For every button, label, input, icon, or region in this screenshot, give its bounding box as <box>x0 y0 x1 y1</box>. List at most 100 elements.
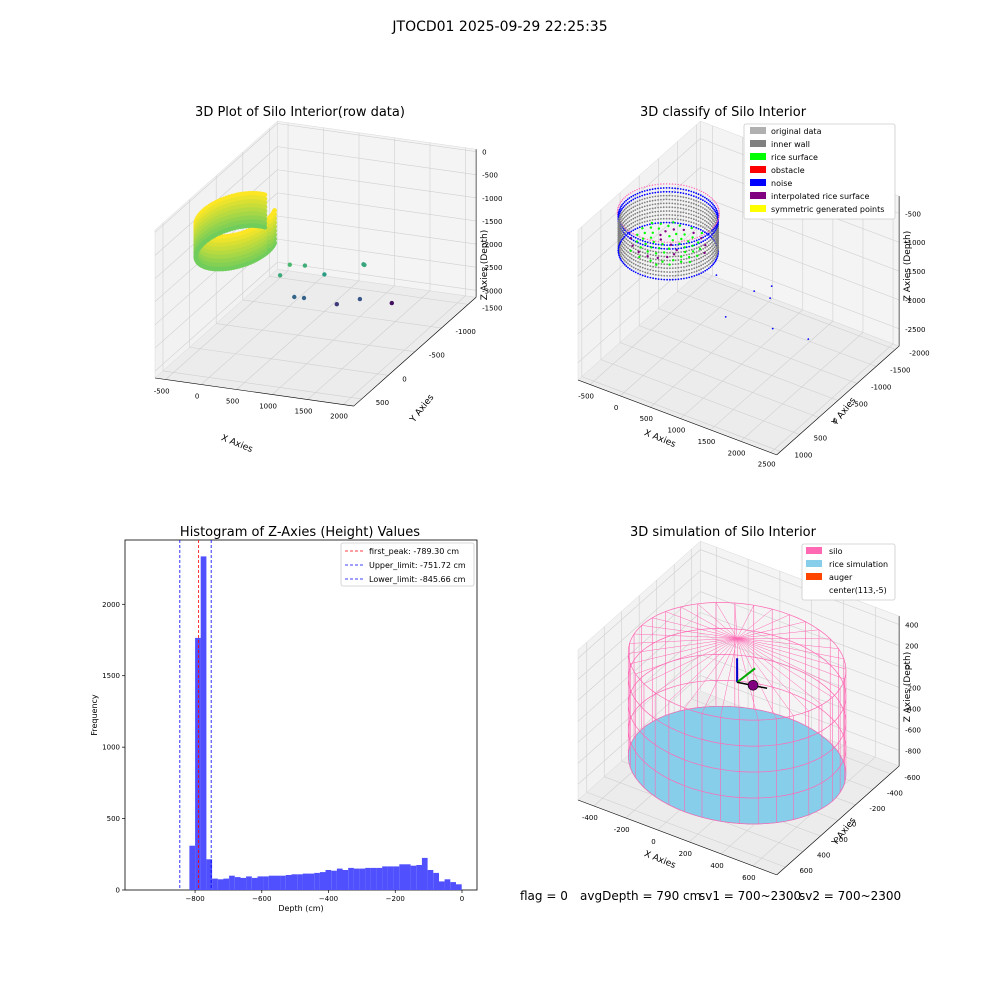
wall-point <box>663 259 666 262</box>
wall-point <box>621 238 623 241</box>
wall-point <box>660 259 663 262</box>
wall-point <box>716 221 718 223</box>
wall-point <box>695 196 698 198</box>
rice-point <box>675 232 678 236</box>
noise-point <box>715 274 718 276</box>
rice-point <box>650 246 653 249</box>
wall-point <box>657 270 660 273</box>
wall-point <box>712 218 714 221</box>
footer-flag: flag = 0 <box>520 889 568 903</box>
wall-point <box>712 236 715 239</box>
wall-point <box>638 188 641 190</box>
wall-point <box>621 223 623 226</box>
wall-point <box>639 242 642 245</box>
wall-point <box>674 255 677 258</box>
wall-point <box>704 227 706 230</box>
wall-point <box>674 267 677 269</box>
wall-point <box>634 212 637 215</box>
wall-point <box>695 266 698 269</box>
wall-point <box>712 203 714 206</box>
wall-point <box>646 268 649 271</box>
z-tick-label: 200 <box>905 642 918 650</box>
wall-point <box>685 185 688 187</box>
grid-line <box>700 654 900 730</box>
wall-point <box>624 256 626 258</box>
rice-point <box>684 250 687 254</box>
wall-point <box>641 255 644 258</box>
histogram-bar <box>336 868 343 890</box>
wall-point <box>704 219 706 222</box>
wall-point <box>630 207 633 210</box>
wall-point <box>660 214 662 217</box>
wall-point <box>712 228 715 231</box>
wall-point <box>691 186 693 189</box>
wall-point <box>262 196 268 202</box>
wall-point <box>617 248 620 250</box>
y-tick-label: 400 <box>817 852 830 860</box>
wall-point <box>679 222 682 225</box>
grid-line <box>639 325 839 401</box>
grid-line <box>154 123 278 233</box>
wall-point <box>707 259 710 262</box>
x-tick-label: −600 <box>252 895 271 903</box>
wall-point <box>617 206 619 209</box>
histogram-bar <box>217 879 224 890</box>
footer-sv1: sv1 = 700~2300 <box>699 889 802 903</box>
rice-point <box>646 250 649 253</box>
wall-point <box>638 226 641 229</box>
axis-line <box>577 799 777 876</box>
wall-point <box>652 250 654 253</box>
wall-point <box>632 214 635 216</box>
wall-point <box>657 240 660 243</box>
wall-point <box>641 247 644 250</box>
wall-point <box>685 216 687 218</box>
legend-label: obstacle <box>771 166 805 175</box>
wall-point <box>649 192 651 195</box>
wall-point <box>709 231 711 234</box>
wall-point <box>621 215 623 218</box>
wall-point <box>709 208 711 211</box>
wall-point <box>698 250 700 252</box>
wall-point <box>677 210 679 213</box>
wall-point <box>688 249 691 252</box>
y-tick-label: -500 <box>852 400 868 408</box>
histogram-bar <box>382 866 388 890</box>
wall-point <box>621 204 623 206</box>
wall-point <box>704 204 706 207</box>
wall-point <box>620 205 622 208</box>
wall-point <box>628 208 631 211</box>
wall-point <box>632 239 635 242</box>
wall-point <box>712 211 714 213</box>
wall-point <box>632 262 635 265</box>
wall-point <box>654 243 657 246</box>
wall-point <box>628 241 631 243</box>
wall-point <box>693 251 696 254</box>
rice-point <box>649 236 653 239</box>
wall-point <box>654 277 657 280</box>
wall-point <box>624 240 626 243</box>
wall-point <box>668 214 671 216</box>
wall-point <box>665 202 668 205</box>
wall-point <box>711 234 713 236</box>
wall-point <box>625 222 627 225</box>
wall-point <box>714 210 717 213</box>
wall-point <box>648 185 651 187</box>
wall-point <box>621 227 623 229</box>
silo-roof-line <box>643 638 738 684</box>
wall-point <box>649 188 651 191</box>
wall-point <box>710 197 712 199</box>
x-tick-label: 0 <box>195 393 199 401</box>
wall-point <box>689 239 691 241</box>
wall-point <box>627 259 629 261</box>
wall-point <box>711 253 713 256</box>
wall-point <box>709 216 711 218</box>
legend-swatch <box>806 560 822 567</box>
wall-point <box>639 254 642 257</box>
histogram-bar <box>399 864 405 890</box>
wall-point <box>705 209 708 212</box>
wall-point <box>619 202 621 204</box>
wall-point <box>620 259 623 262</box>
rice-point <box>629 249 632 252</box>
legend-swatch <box>750 205 766 212</box>
wall-point <box>680 266 683 269</box>
